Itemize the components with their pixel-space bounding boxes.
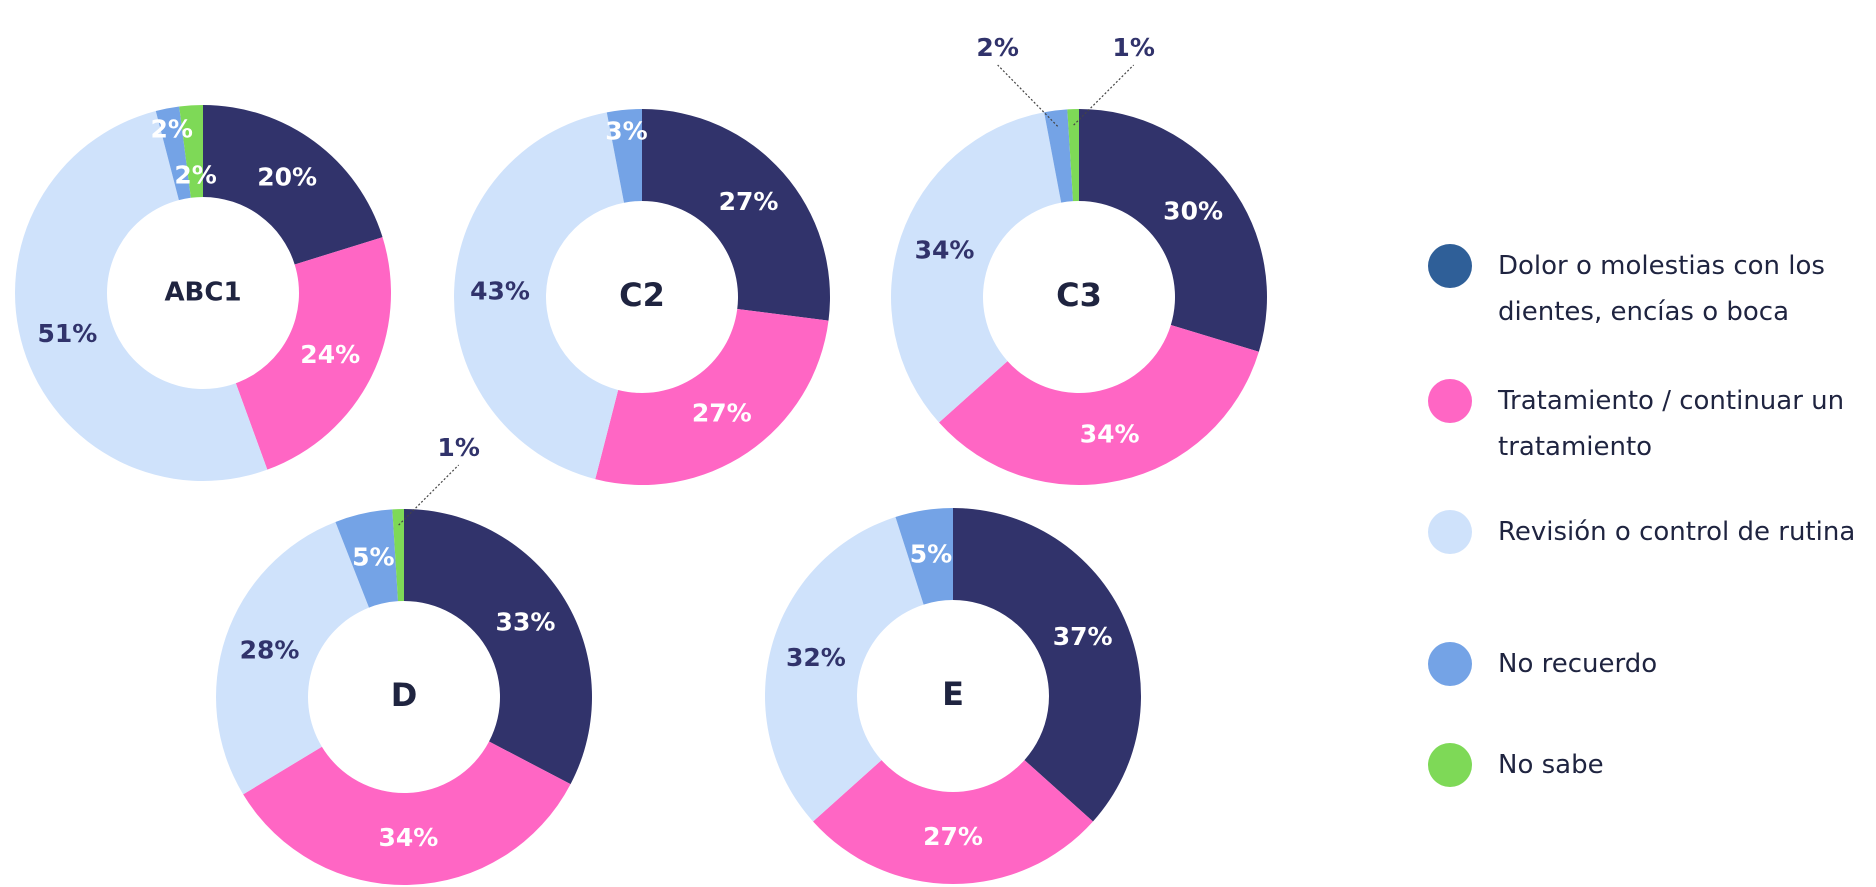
slice: [890, 112, 1062, 423]
slice: [813, 760, 1093, 885]
slice: [1079, 108, 1267, 352]
value-label: 34%: [378, 823, 438, 852]
value-label: 5%: [352, 542, 394, 571]
slice: [953, 508, 1141, 822]
slice: [392, 509, 404, 602]
charts: 20% 24% 51% 2% 2% ABC1 27% 27% 43% 3% C2 30% 34% 34% 2…: [14, 33, 1267, 885]
value-label: 32%: [786, 643, 846, 672]
slice: [335, 509, 399, 608]
slice: [14, 111, 268, 482]
slice: [642, 109, 831, 321]
slice: [765, 517, 924, 822]
value-label: 2%: [976, 33, 1018, 62]
value-label: 33%: [496, 607, 556, 636]
slice: [606, 109, 642, 203]
slice: [1067, 109, 1079, 202]
value-label: 27%: [923, 822, 983, 851]
value-label: 51%: [37, 319, 97, 348]
slice: [453, 112, 625, 480]
legend-swatch: [1428, 642, 1472, 686]
value-label: 27%: [692, 398, 752, 427]
chart-title: C2: [619, 276, 665, 314]
legend-swatch: [1428, 743, 1472, 787]
legend-swatch: [1428, 244, 1472, 288]
slice: [155, 106, 191, 201]
value-label: 3%: [605, 116, 647, 145]
value-label: 30%: [1163, 196, 1223, 225]
legend-swatch: [1428, 510, 1472, 554]
legend-label: No sabe: [1498, 750, 1604, 780]
value-label: 37%: [1053, 622, 1113, 651]
value-label: 24%: [300, 340, 360, 369]
slice: [1044, 109, 1074, 203]
value-label: 27%: [719, 187, 779, 216]
value-label: 1%: [1112, 33, 1154, 62]
slice: [216, 521, 369, 795]
slice: [895, 508, 953, 605]
value-label: 34%: [1080, 420, 1140, 449]
legend-label: Dolor o molestias con los dientes, encía…: [1498, 251, 1825, 327]
value-label: 20%: [257, 163, 317, 192]
slice: [179, 105, 203, 198]
slice: [595, 309, 829, 485]
chart-title: D: [391, 676, 418, 714]
value-label: 2%: [174, 161, 216, 190]
value-label: 5%: [910, 540, 952, 569]
chart-title: E: [942, 675, 964, 713]
slice: [404, 509, 592, 785]
value-label: 1%: [437, 433, 479, 462]
slice: [235, 237, 391, 470]
value-label: 2%: [150, 115, 192, 144]
legend-label: Tratamiento / continuar un tratamiento: [1498, 386, 1845, 462]
slice: [243, 741, 571, 885]
legend-swatch: [1428, 379, 1472, 423]
value-label: 28%: [240, 635, 300, 664]
value-label: 34%: [915, 235, 975, 264]
chart-title: ABC1: [164, 278, 241, 308]
slice: [939, 324, 1259, 486]
slice: [203, 105, 383, 265]
value-label: 43%: [470, 277, 530, 306]
legend-label: Revisión o control de rutina: [1498, 517, 1856, 547]
chart-title: C3: [1056, 276, 1102, 314]
legend-label: No recuerdo: [1498, 649, 1658, 679]
